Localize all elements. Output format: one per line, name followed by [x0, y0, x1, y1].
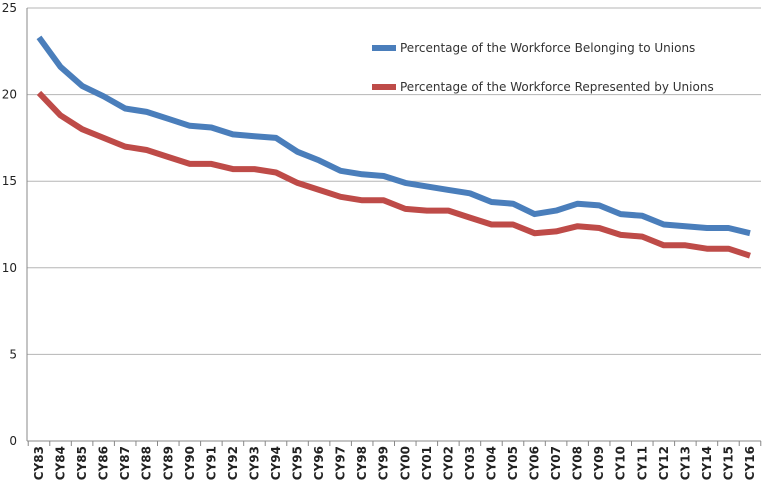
legend-label: Percentage of the Workforce Represented …: [400, 80, 714, 94]
series-line-1: [36, 35, 751, 237]
x-tick-label: CY93: [247, 446, 261, 480]
series-lines: [36, 35, 751, 259]
x-tick-label: CY90: [183, 446, 197, 480]
legend-label: Percentage of the Workforce Belonging to…: [400, 41, 695, 55]
x-tick-label: CY97: [334, 446, 348, 480]
x-tick-label: CY06: [528, 446, 542, 480]
x-tick-label: CY96: [312, 446, 326, 480]
x-tick-label: CY01: [420, 446, 434, 480]
x-tick-label: CY14: [700, 446, 714, 480]
x-tick-label: CY91: [204, 446, 218, 480]
series-line-2: [36, 90, 751, 259]
y-tick-label: 25: [2, 1, 17, 15]
x-tick-label: CY85: [75, 446, 89, 480]
x-tick-label: CY11: [635, 446, 649, 480]
x-tick-label: CY04: [484, 446, 498, 480]
x-tick-label: CY16: [743, 446, 757, 480]
x-tick-labels: CY83 CY84 CY85 CY86 CY87 CY88 CY89 CY90 CY91 CY92…: [32, 446, 757, 480]
x-tick-label: CY00: [398, 446, 412, 480]
x-tick-label: CY09: [592, 446, 606, 480]
y-tick-label: 0: [9, 434, 17, 448]
x-tick-label: CY99: [377, 446, 391, 480]
x-tick-label: CY08: [571, 446, 585, 480]
x-tick-label: CY89: [161, 446, 175, 480]
y-tick-label: 10: [2, 261, 17, 275]
x-tick-label: CY84: [54, 446, 68, 480]
legend: Percentage of the Workforce Belonging to…: [372, 41, 714, 94]
y-tick-label: 5: [9, 347, 17, 361]
x-tick-label: CY92: [226, 446, 240, 480]
x-tick-label: CY15: [721, 446, 735, 480]
x-tick-label: CY94: [269, 446, 283, 480]
x-tick-label: CY88: [140, 446, 154, 480]
x-tick-label: CY12: [657, 446, 671, 480]
y-tick-label: 15: [2, 174, 17, 188]
x-tick-label: CY98: [355, 446, 369, 480]
x-tick-label: CY03: [463, 446, 477, 480]
axes: [26, 8, 762, 446]
x-tick-label: CY02: [441, 446, 455, 480]
x-tick-label: CY13: [678, 446, 692, 480]
x-tick-label: CY07: [549, 446, 563, 480]
x-tick-label: CY83: [32, 446, 46, 480]
y-tick-label: 20: [2, 88, 17, 102]
x-tick-label: CY87: [118, 446, 132, 480]
x-tick-label: CY10: [614, 446, 628, 480]
x-tick-label: CY05: [506, 446, 520, 480]
y-tick-labels: 0 5 10 15 20 25: [2, 1, 17, 448]
x-tick-label: CY95: [291, 446, 305, 480]
x-tick-label: CY86: [97, 446, 111, 480]
